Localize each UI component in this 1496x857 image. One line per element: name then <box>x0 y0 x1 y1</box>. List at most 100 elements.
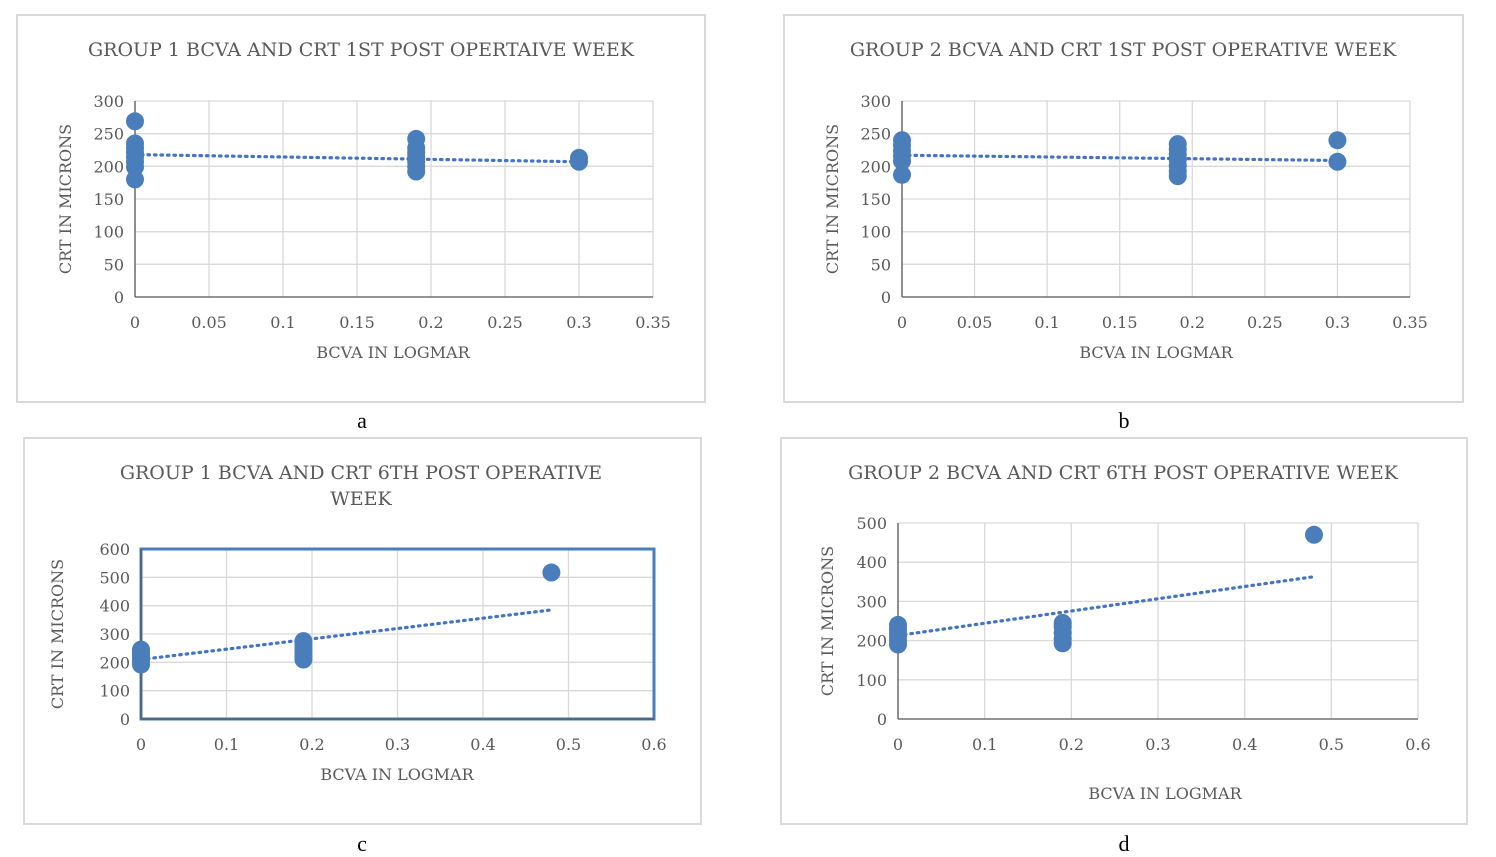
x-tick-label: 0.15 <box>339 313 375 332</box>
y-tick-label: 200 <box>93 157 124 176</box>
x-tick-label: 0.4 <box>470 735 495 754</box>
x-tick-label: 0.5 <box>1319 735 1344 754</box>
chart-panel-b <box>783 14 1464 403</box>
y-tick-label: 50 <box>104 255 124 274</box>
data-point <box>407 162 426 181</box>
data-point <box>126 157 144 176</box>
y-tick-label: 400 <box>856 553 887 572</box>
y-tick-label: 0 <box>114 288 124 307</box>
x-tick-label: 0.05 <box>957 313 993 332</box>
chart-title: WEEK <box>330 488 392 510</box>
x-tick-label: 0 <box>897 313 907 332</box>
x-axis-label: BCVA IN LOGMAR <box>1088 784 1242 803</box>
y-tick-label: 600 <box>99 540 130 559</box>
y-axis-label: CRT IN MICRONS <box>48 559 67 709</box>
y-axis-label: CRT IN MICRONS <box>823 124 842 274</box>
data-point <box>1328 131 1347 150</box>
x-tick-label: 0.5 <box>556 735 581 754</box>
data-point <box>1053 634 1072 653</box>
y-tick-label: 100 <box>856 671 887 690</box>
y-tick-label: 300 <box>856 592 887 611</box>
y-tick-label: 300 <box>99 625 130 644</box>
y-tick-label: 500 <box>856 514 887 533</box>
x-tick-label: 0.15 <box>1102 313 1138 332</box>
caption-b: b <box>1118 408 1130 433</box>
data-point <box>126 170 144 189</box>
y-tick-label: 0 <box>120 710 130 729</box>
x-tick-label: 0.6 <box>1405 735 1430 754</box>
scatter-chart-c: GROUP 1 BCVA AND CRT 6TH POST OPERATIVE W… <box>48 462 667 784</box>
data-point <box>294 650 313 669</box>
x-tick-label: 0 <box>136 735 146 754</box>
x-tick-label: 0.35 <box>635 313 671 332</box>
y-tick-label: 200 <box>856 632 887 651</box>
scatter-chart-d: GROUP 2 BCVA AND CRT 6TH POST OPERATIVE … <box>818 462 1431 803</box>
data-point <box>126 112 144 131</box>
x-tick-label: 0.2 <box>1059 735 1084 754</box>
y-tick-label: 300 <box>93 92 124 111</box>
scatter-chart-a: GROUP 1 BCVA AND CRT 1ST POST OPERTAIVE … <box>56 39 671 362</box>
y-tick-label: 50 <box>871 255 891 274</box>
x-axis-label: BCVA IN LOGMAR <box>320 765 474 784</box>
y-tick-label: 100 <box>93 223 124 242</box>
x-tick-label: 0.1 <box>270 313 295 332</box>
x-axis-label: BCVA IN LOGMAR <box>1079 343 1233 362</box>
y-tick-label: 500 <box>99 568 130 587</box>
x-tick-label: 0.2 <box>418 313 443 332</box>
trendline <box>139 608 554 662</box>
x-tick-label: 0 <box>130 313 140 332</box>
x-axis-label: BCVA IN LOGMAR <box>316 343 470 362</box>
data-point <box>1168 167 1187 186</box>
x-tick-label: 0.1 <box>1034 313 1059 332</box>
caption-d: d <box>1118 831 1130 856</box>
caption-a: a <box>357 408 367 433</box>
x-tick-label: 0.2 <box>299 735 324 754</box>
caption-c: c <box>357 831 367 856</box>
y-tick-label: 200 <box>99 653 130 672</box>
x-tick-label: 0.3 <box>385 735 410 754</box>
y-tick-label: 100 <box>99 682 130 701</box>
x-tick-label: 0.25 <box>487 313 523 332</box>
data-point <box>570 152 588 171</box>
x-tick-label: 0.1 <box>214 735 239 754</box>
y-tick-label: 0 <box>881 288 891 307</box>
trendline <box>896 575 1316 638</box>
chart-title: GROUP 2 BCVA AND CRT 1ST POST OPERATIVE … <box>850 39 1397 61</box>
x-tick-label: 0.6 <box>641 735 666 754</box>
y-axis-label: CRT IN MICRONS <box>818 546 837 696</box>
y-axis-label: CRT IN MICRONS <box>56 124 75 274</box>
y-tick-label: 100 <box>860 223 891 242</box>
y-tick-label: 0 <box>877 710 887 729</box>
data-point <box>1305 525 1323 544</box>
y-tick-label: 400 <box>99 597 130 616</box>
y-tick-label: 250 <box>860 125 891 144</box>
y-tick-label: 300 <box>860 92 891 111</box>
chart-title: GROUP 1 BCVA AND CRT 1ST POST OPERTAIVE … <box>88 39 635 61</box>
x-tick-label: 0.4 <box>1232 735 1257 754</box>
data-point <box>132 655 150 674</box>
x-tick-label: 0.3 <box>1325 313 1350 332</box>
data-point <box>893 165 911 184</box>
x-tick-label: 0.3 <box>566 313 591 332</box>
data-point <box>1328 152 1347 171</box>
data-point <box>893 152 911 171</box>
trendline <box>133 152 581 164</box>
x-tick-label: 0.2 <box>1180 313 1205 332</box>
y-tick-label: 150 <box>93 190 124 209</box>
x-tick-label: 0.25 <box>1247 313 1283 332</box>
y-tick-label: 200 <box>860 157 891 176</box>
x-tick-label: 0.1 <box>972 735 997 754</box>
chart-title: GROUP 1 BCVA AND CRT 6TH POST OPERATIVE <box>120 462 602 484</box>
chart-title: GROUP 2 BCVA AND CRT 6TH POST OPERATIVE … <box>848 462 1399 484</box>
y-tick-label: 150 <box>860 190 891 209</box>
y-tick-label: 250 <box>93 125 124 144</box>
chart-panel-c <box>23 437 702 825</box>
trendline <box>900 153 1340 163</box>
chart-panel-a <box>16 14 706 403</box>
x-tick-label: 0 <box>893 735 903 754</box>
data-point <box>889 635 907 654</box>
scatter-chart-b: GROUP 2 BCVA AND CRT 1ST POST OPERATIVE … <box>823 39 1428 362</box>
data-point <box>542 563 561 582</box>
x-tick-label: 0.3 <box>1145 735 1170 754</box>
x-tick-label: 0.05 <box>191 313 227 332</box>
